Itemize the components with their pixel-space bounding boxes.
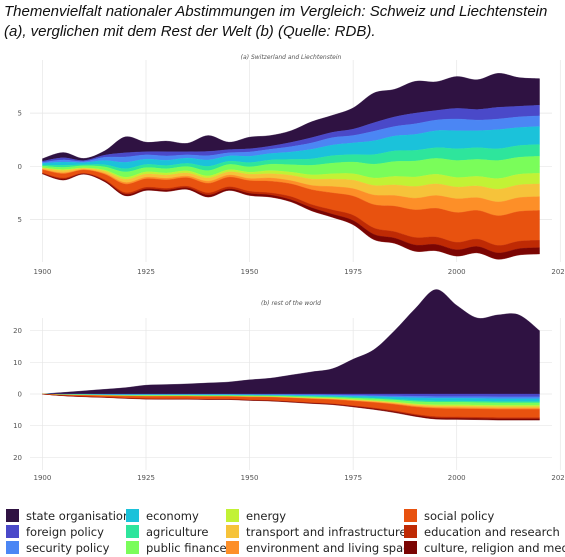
y-tick-label: 5 (18, 216, 22, 224)
legend-swatch (126, 509, 139, 522)
y-tick-label: 20 (13, 454, 22, 462)
legend: state organisation foreign policy security… (6, 509, 565, 555)
x-tick-label: 2000 (448, 474, 466, 482)
legend-swatch (226, 541, 239, 554)
legend-item-energy: energy (226, 509, 286, 523)
y-tick-label: 10 (13, 359, 22, 367)
panel-a-streams (42, 73, 540, 260)
legend-swatch (6, 509, 19, 522)
y-tick-label: 20 (13, 327, 22, 335)
legend-swatch (404, 541, 417, 554)
legend-swatch (404, 509, 417, 522)
y-tick-label: 10 (13, 422, 22, 430)
legend-item-environment-and-living-space: environment and living space (226, 541, 417, 555)
stream-a-culture-religion-and-media (42, 173, 540, 260)
y-tick-label: 5 (18, 110, 22, 118)
legend-item-agriculture: agriculture (126, 525, 208, 539)
legend-label: economy (146, 509, 199, 523)
panel-b-title: (b) rest of the world (261, 300, 321, 307)
panel-a-switzerland: (a) Switzerland and Liechtenstein 1900 192… (18, 54, 565, 276)
legend-swatch (226, 509, 239, 522)
legend-item-social-policy: social policy (404, 509, 494, 523)
x-tick-label: 1925 (137, 268, 155, 276)
panel-a-title: (a) Switzerland and Liechtenstein (241, 54, 342, 61)
legend-label: culture, religion and media (424, 541, 565, 555)
legend-swatch (404, 525, 417, 538)
x-tick-label: 1950 (241, 268, 259, 276)
legend-label: education and research (424, 525, 560, 539)
panel-b-streams (42, 289, 540, 421)
legend-swatch (226, 525, 239, 538)
legend-swatch (6, 541, 19, 554)
legend-label: environment and living space (246, 541, 417, 555)
x-tick-label: 1925 (137, 474, 155, 482)
legend-label: foreign policy (26, 525, 104, 539)
legend-label: energy (246, 509, 286, 523)
legend-label: social policy (424, 509, 494, 523)
legend-swatch (126, 525, 139, 538)
legend-item-security-policy: security policy (6, 541, 110, 555)
x-tick-label: 1950 (241, 474, 259, 482)
y-tick-label: 0 (18, 163, 22, 171)
y-tick-label: 0 (18, 391, 22, 399)
x-tick-label: 1900 (34, 268, 52, 276)
legend-label: transport and infrastructure (246, 525, 407, 539)
x-tick-label: 1975 (344, 268, 362, 276)
legend-item-economy: economy (126, 509, 199, 523)
legend-swatch (126, 541, 139, 554)
legend-label: state organisation (26, 509, 130, 523)
legend-label: public finance (146, 541, 227, 555)
legend-item-transport-and-infrastructure: transport and infrastructure (226, 525, 407, 539)
legend-item-foreign-policy: foreign policy (6, 525, 104, 539)
legend-label: security policy (26, 541, 110, 555)
figure-caption: Themenvielfalt nationaler Abstimmungen i… (4, 3, 548, 40)
x-tick-label: 2000 (448, 268, 466, 276)
legend-swatch (6, 525, 19, 538)
legend-item-education-and-research: education and research (404, 525, 560, 539)
legend-item-public-finance: public finance (126, 541, 227, 555)
x-tick-label: 1975 (344, 474, 362, 482)
stream-b-culture-religion-and-media (42, 394, 540, 421)
legend-item-state-organisation: state organisation (6, 509, 130, 523)
legend-label: agriculture (146, 525, 208, 539)
legend-item-culture-religion-and-media: culture, religion and media (404, 541, 565, 555)
x-tick-label: 1900 (34, 474, 52, 482)
